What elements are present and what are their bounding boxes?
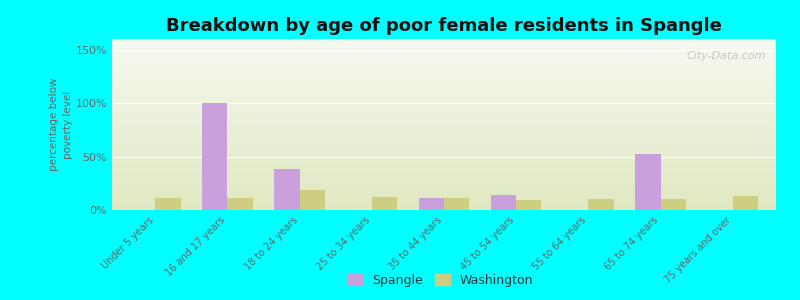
Bar [227,198,253,210]
Bar [274,169,300,210]
Title: Breakdown by age of poor female residents in Spangle: Breakdown by age of poor female resident… [166,17,722,35]
Bar [491,195,516,210]
Bar [733,196,758,210]
Bar [588,199,614,210]
Bar [661,199,686,210]
Bar [444,198,470,210]
Bar [516,200,542,210]
Y-axis label: percentage below
poverty level: percentage below poverty level [49,78,73,171]
Bar [300,190,325,210]
Bar [635,154,661,210]
Legend: Spangle, Washington: Spangle, Washington [343,270,537,291]
Bar [202,103,227,210]
Bar [372,197,397,210]
Text: City-Data.com: City-Data.com [686,51,766,61]
Bar [418,198,444,210]
Bar [155,198,181,210]
